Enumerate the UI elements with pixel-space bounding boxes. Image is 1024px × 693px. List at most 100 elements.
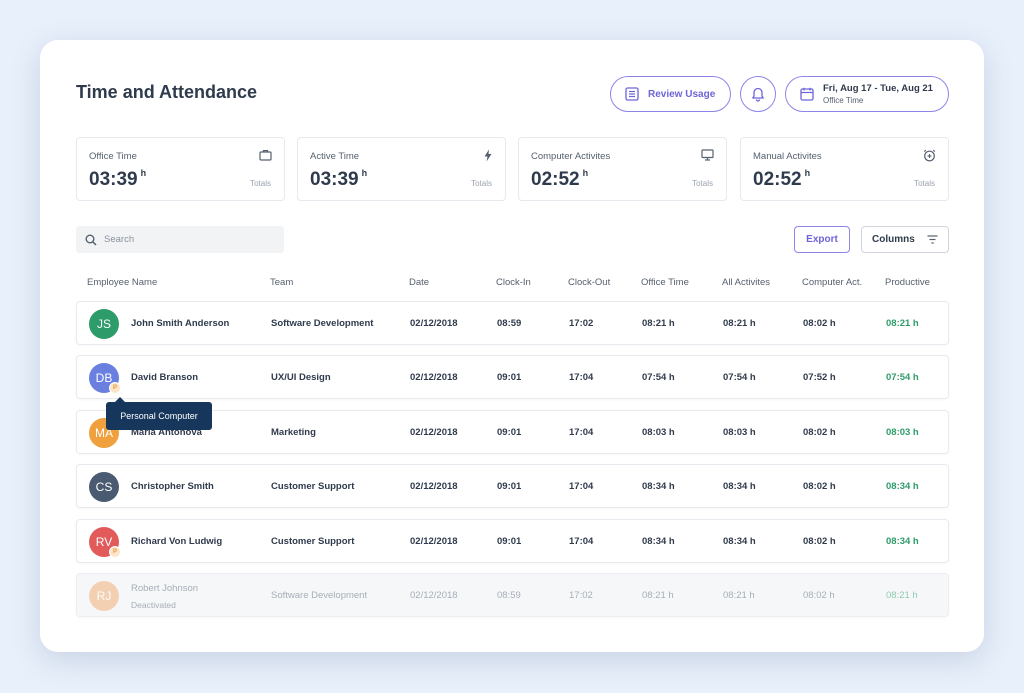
office-time: 08:21 h bbox=[642, 318, 675, 329]
productive: 08:21 h bbox=[886, 590, 918, 601]
review-usage-label: Review Usage bbox=[648, 88, 716, 100]
table-row[interactable]: MA Maria Antonova Marketing 02/12/2018 0… bbox=[76, 410, 949, 454]
employee-name: Maria Antonova bbox=[131, 427, 202, 438]
clock-out: 17:02 bbox=[569, 590, 593, 601]
team: UX/UI Design bbox=[271, 372, 331, 383]
search-icon bbox=[85, 234, 97, 246]
all-activities: 07:54 h bbox=[723, 372, 756, 383]
stat-value: 02:52 h bbox=[531, 168, 589, 190]
clock-in: 09:01 bbox=[497, 372, 522, 383]
computer-act: 07:52 h bbox=[803, 372, 836, 383]
productive: 08:21 h bbox=[886, 318, 919, 329]
clock-in: 09:01 bbox=[497, 536, 522, 547]
page-title: Time and Attendance bbox=[76, 82, 258, 102]
stat-value: 02:52 h bbox=[753, 168, 811, 190]
clock-out: 17:04 bbox=[569, 427, 594, 438]
productive: 08:34 h bbox=[886, 536, 919, 547]
employee-name: Richard Von Ludwig bbox=[131, 536, 223, 547]
employee-name: Christopher Smith bbox=[131, 481, 214, 492]
date-range-text: Fri, Aug 17 - Tue, Aug 21 bbox=[823, 83, 933, 94]
col-productive[interactable]: Productive bbox=[885, 277, 930, 288]
col-team[interactable]: Team bbox=[270, 277, 294, 288]
clock-in: 08:59 bbox=[497, 590, 521, 601]
computer-act: 08:02 h bbox=[803, 536, 836, 547]
stat-office-time: Office Time 03:39 h Totals bbox=[76, 137, 285, 201]
bolt-icon bbox=[484, 149, 492, 162]
all-activities: 08:03 h bbox=[723, 427, 756, 438]
col-all-activities[interactable]: All Activites bbox=[722, 277, 771, 288]
all-activities: 08:34 h bbox=[723, 536, 756, 547]
col-computer-act[interactable]: Computer Act. bbox=[802, 277, 863, 288]
all-activities: 08:21 h bbox=[723, 590, 755, 601]
clock-out: 17:04 bbox=[569, 481, 594, 492]
export-button[interactable]: Export bbox=[794, 226, 850, 253]
review-usage-button[interactable]: Review Usage bbox=[610, 76, 731, 112]
computer-act: 08:02 h bbox=[803, 318, 836, 329]
clock-in: 09:01 bbox=[497, 427, 522, 438]
stat-value: 03:39 h bbox=[310, 168, 368, 190]
avatar: DB bbox=[89, 363, 119, 393]
search-box[interactable] bbox=[76, 226, 284, 253]
stat-label: Computer Activites bbox=[531, 151, 611, 162]
table-row[interactable]: DB P David Branson UX/UI Design 02/12/20… bbox=[76, 355, 949, 399]
team: Software Development bbox=[271, 318, 374, 329]
notifications-button[interactable] bbox=[740, 76, 776, 112]
avatar: RV bbox=[89, 527, 119, 557]
table-header: Employee Name Team Date Clock-In Clock-O… bbox=[76, 277, 949, 291]
date-range-button[interactable]: Fri, Aug 17 - Tue, Aug 21 Office Time bbox=[785, 76, 949, 112]
table-row[interactable]: RJ Robert Johnson Deactivated Software D… bbox=[76, 573, 949, 617]
list-icon bbox=[625, 87, 639, 101]
all-activities: 08:34 h bbox=[723, 481, 756, 492]
clock-out: 17:02 bbox=[569, 318, 594, 329]
team: Software Development bbox=[271, 590, 368, 601]
col-employee-name[interactable]: Employee Name bbox=[87, 277, 158, 288]
calendar-icon bbox=[800, 87, 814, 101]
computer-act: 08:02 h bbox=[803, 481, 836, 492]
stat-manual-activities: Manual Activites 02:52 h Totals bbox=[740, 137, 949, 201]
date: 02/12/2018 bbox=[410, 372, 458, 383]
clock-out: 17:04 bbox=[569, 536, 594, 547]
alarm-icon bbox=[923, 149, 936, 162]
search-input[interactable] bbox=[104, 234, 274, 245]
office-time: 08:21 h bbox=[642, 590, 674, 601]
office-time: 08:34 h bbox=[642, 536, 675, 547]
col-date[interactable]: Date bbox=[409, 277, 430, 288]
date: 02/12/2018 bbox=[410, 590, 458, 601]
personal-computer-tooltip: Personal Computer bbox=[106, 397, 212, 430]
team: Marketing bbox=[271, 427, 316, 438]
filter-icon bbox=[927, 235, 938, 244]
table-row[interactable]: CS Christopher Smith Customer Support 02… bbox=[76, 464, 949, 508]
office-time: 07:54 h bbox=[642, 372, 675, 383]
table-row[interactable]: RV P Richard Von Ludwig Customer Support… bbox=[76, 519, 949, 563]
date: 02/12/2018 bbox=[410, 481, 458, 492]
stat-value: 03:39 h bbox=[89, 168, 147, 190]
date-range-scope: Office Time bbox=[823, 96, 864, 105]
stat-active-time: Active Time 03:39 h Totals bbox=[297, 137, 506, 201]
office-time: 08:03 h bbox=[642, 427, 675, 438]
table-row[interactable]: JS John Smith Anderson Software Developm… bbox=[76, 301, 949, 345]
columns-label: Columns bbox=[872, 234, 915, 245]
bell-icon bbox=[752, 87, 764, 102]
columns-button[interactable]: Columns bbox=[861, 226, 949, 253]
team: Customer Support bbox=[271, 536, 355, 547]
all-activities: 08:21 h bbox=[723, 318, 756, 329]
employee-name: David Branson bbox=[131, 372, 199, 383]
monitor-icon bbox=[701, 149, 714, 161]
stat-label: Active Time bbox=[310, 151, 360, 162]
stat-label: Office Time bbox=[89, 151, 137, 162]
stat-total: Totals bbox=[914, 179, 935, 188]
col-clock-in[interactable]: Clock-In bbox=[496, 277, 531, 288]
col-office-time[interactable]: Office Time bbox=[641, 277, 689, 288]
col-clock-out[interactable]: Clock-Out bbox=[568, 277, 611, 288]
employee-name: Robert Johnson bbox=[131, 583, 199, 594]
attendance-card: Time and Attendance Review Usage Fri, Au… bbox=[40, 40, 984, 652]
productive: 07:54 h bbox=[886, 372, 919, 383]
personal-computer-badge[interactable]: P bbox=[109, 382, 121, 394]
team: Customer Support bbox=[271, 481, 355, 492]
clock-in: 08:59 bbox=[497, 318, 522, 329]
personal-computer-badge[interactable]: P bbox=[109, 546, 121, 558]
status-label: Deactivated bbox=[131, 600, 176, 610]
stat-total: Totals bbox=[692, 179, 713, 188]
clock-in: 09:01 bbox=[497, 481, 522, 492]
briefcase-icon bbox=[259, 150, 272, 161]
